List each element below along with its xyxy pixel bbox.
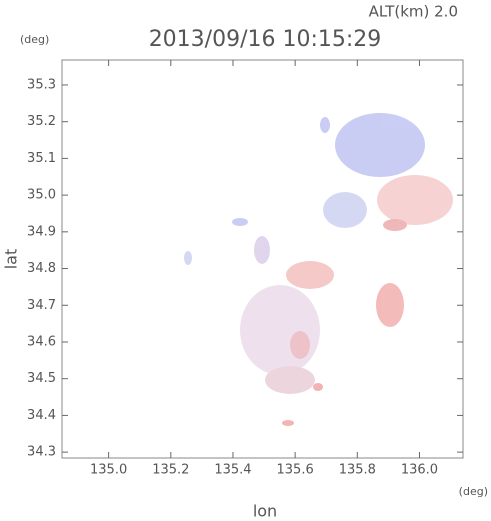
chart-title: 2013/09/16 10:15:29 <box>149 27 382 52</box>
y-tick-label: 34.6 <box>27 334 56 349</box>
radar-field <box>184 113 453 426</box>
x-tick-label: 135.8 <box>339 463 376 478</box>
y-tick-label: 34.4 <box>27 408 56 423</box>
x-tick-label: 135.0 <box>90 463 127 478</box>
y-unit: (deg) <box>20 33 49 46</box>
y-tick-label: 35.2 <box>27 114 56 129</box>
x-unit: (deg) <box>459 485 488 498</box>
y-tick-label: 34.8 <box>27 261 56 276</box>
y-tick-label: 35.3 <box>27 77 56 92</box>
y-tick-label: 35.0 <box>27 188 56 203</box>
y-axis-label: lat <box>2 249 21 270</box>
plot-frame <box>61 59 464 459</box>
x-tick-label: 135.2 <box>152 463 189 478</box>
y-tick-label: 34.7 <box>27 298 56 313</box>
y-tick-label: 34.9 <box>27 224 56 239</box>
x-axis-label: lon <box>253 502 277 521</box>
x-tick-label: 135.6 <box>277 463 314 478</box>
altitude-label: ALT(km) 2.0 <box>369 3 458 21</box>
y-tick-label: 34.3 <box>27 445 56 460</box>
x-tick-label: 136.0 <box>401 463 438 478</box>
x-tick-label: 135.4 <box>214 463 251 478</box>
y-tick-label: 35.1 <box>27 151 56 166</box>
y-tick-label: 34.5 <box>27 371 56 386</box>
